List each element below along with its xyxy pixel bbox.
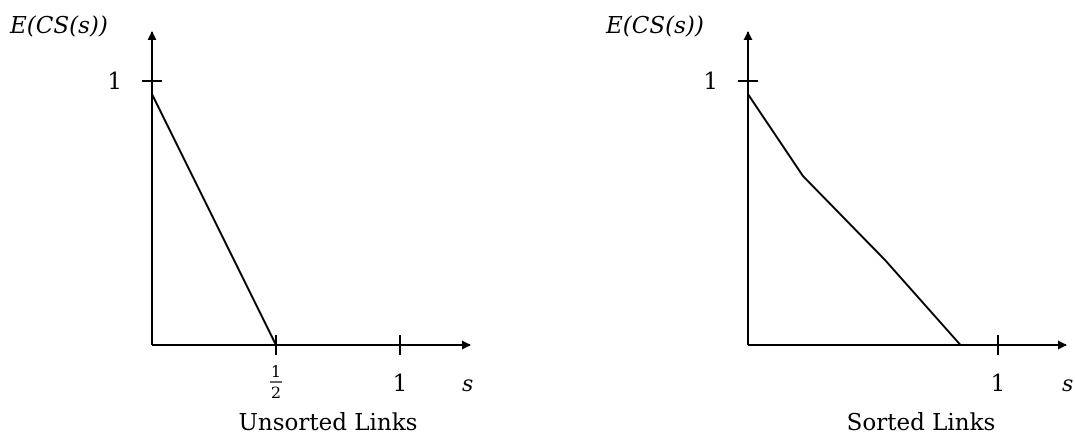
y-axis-label: E(CS(s)) [9,13,108,39]
x-axis-label: s [1062,372,1073,397]
x-tick-label-numerator: 1 [271,362,281,381]
chart-caption: Unsorted Links [239,410,418,436]
unsorted-links-panel: E(CS(s)) s Unsorted Links 1 2 1 1 [9,13,473,436]
x-tick-label: 1 [393,371,408,397]
y-tick-label: 1 [703,69,718,95]
series-line [747,93,962,346]
x-tick-label: 1 [991,371,1006,397]
sorted-links-panel: E(CS(s)) s Sorted Links 1 1 [605,13,1073,436]
chart-caption: Sorted Links [847,410,996,436]
y-tick-label: 1 [107,69,122,95]
y-axis-label: E(CS(s)) [605,13,704,39]
x-axis-label: s [462,372,473,397]
x-tick-label-denominator: 2 [271,383,281,402]
series-line [151,93,277,346]
